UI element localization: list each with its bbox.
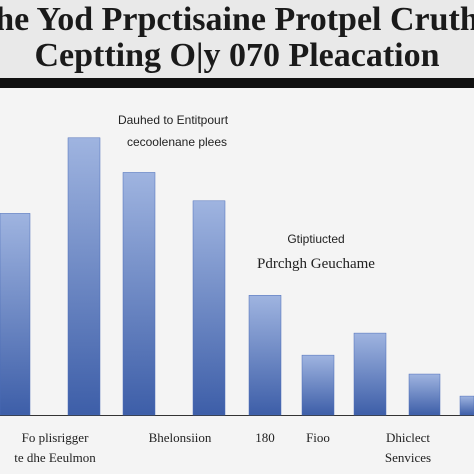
bar [192,200,226,416]
bar [122,172,156,416]
chart-title: he Yod Prpctisaine Protpel Cruth [0,1,474,38]
x-tick-label: Bhelonsiion [149,430,212,445]
x-tick-label: 180 [255,430,275,445]
title-band [0,0,474,82]
x-tick-label: Dhiclect [386,430,430,445]
bar [0,213,31,416]
annotation: Gtiptiucted [287,232,344,246]
bar [459,395,474,416]
x-tick-label: Senvices [385,450,431,465]
title-rule [0,78,474,88]
bar [408,373,441,416]
x-tick-label: Fo plisrigger [22,430,89,445]
chart-subtitle: Ceptting O|y 070 Pleacation [34,37,439,74]
annotation: cecoolenane plees [127,135,227,149]
x-tick-label: te dhe Eeulmon [14,450,96,465]
bar [353,332,387,416]
bar [67,137,101,416]
x-tick-label: Fioo [306,430,330,445]
annotation: Dauhed to Entitpourt [118,113,229,127]
bar [248,295,282,416]
bar [301,354,335,416]
annotation: Pdrchgh Geuchame [257,256,375,272]
